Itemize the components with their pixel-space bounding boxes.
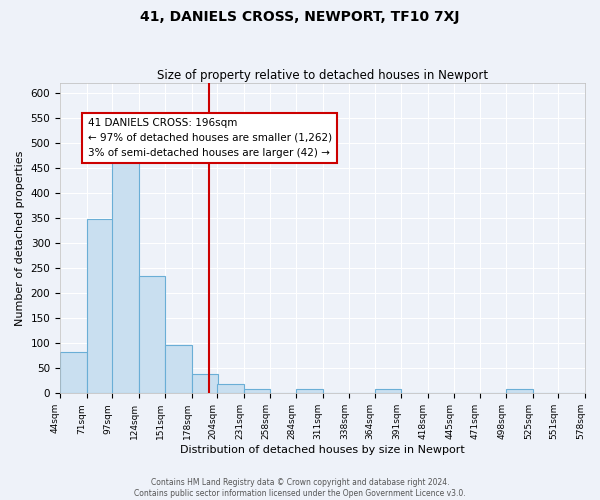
- Bar: [139, 276, 165, 394]
- Bar: [112, 156, 139, 394]
- Bar: [86, 218, 113, 394]
- Bar: [60, 352, 86, 394]
- Y-axis label: Number of detached properties: Number of detached properties: [15, 150, 25, 326]
- Title: Size of property relative to detached houses in Newport: Size of property relative to detached ho…: [157, 69, 488, 82]
- Text: 41 DANIELS CROSS: 196sqm
← 97% of detached houses are smaller (1,262)
3% of semi: 41 DANIELS CROSS: 196sqm ← 97% of detach…: [88, 118, 332, 158]
- Text: Contains HM Land Registry data © Crown copyright and database right 2024.
Contai: Contains HM Land Registry data © Crown c…: [134, 478, 466, 498]
- Bar: [506, 390, 533, 394]
- Text: 41, DANIELS CROSS, NEWPORT, TF10 7XJ: 41, DANIELS CROSS, NEWPORT, TF10 7XJ: [140, 10, 460, 24]
- Bar: [244, 390, 271, 394]
- Bar: [217, 384, 244, 394]
- Bar: [374, 390, 401, 394]
- X-axis label: Distribution of detached houses by size in Newport: Distribution of detached houses by size …: [180, 445, 465, 455]
- Bar: [192, 374, 218, 394]
- Bar: [165, 345, 192, 394]
- Bar: [296, 390, 323, 394]
